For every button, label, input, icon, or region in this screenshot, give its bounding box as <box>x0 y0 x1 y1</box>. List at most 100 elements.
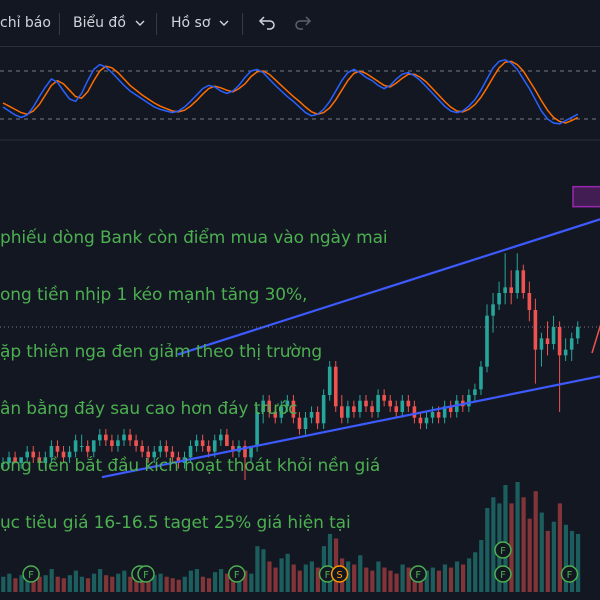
volume-bar <box>479 540 484 592</box>
candle-body <box>7 457 11 463</box>
candle-body <box>164 446 169 452</box>
candle <box>575 321 580 344</box>
candle <box>128 429 132 446</box>
oscillator-k-line <box>2 58 579 125</box>
candle-body <box>430 412 435 418</box>
candle-body <box>85 446 90 452</box>
marker-label: F <box>325 570 331 581</box>
candle-body <box>98 434 102 441</box>
volume-bar <box>442 564 448 592</box>
candle-body <box>19 457 23 463</box>
volume-bar <box>31 578 36 592</box>
volume-bar <box>182 576 187 592</box>
candle <box>412 400 417 424</box>
candle <box>134 434 138 452</box>
candle-body <box>212 440 217 452</box>
volume-bar <box>539 512 544 592</box>
candle <box>400 395 405 418</box>
volume-bar <box>503 485 508 592</box>
volume-bar <box>237 575 242 592</box>
candle <box>333 361 338 412</box>
volume-bar <box>261 549 266 592</box>
volume-bar <box>43 575 48 592</box>
candle-body <box>194 440 199 446</box>
candle-body <box>91 440 96 452</box>
redo-icon[interactable] <box>292 12 314 34</box>
candle <box>104 429 108 446</box>
volume-bar <box>243 570 248 592</box>
volume-bar <box>279 558 284 592</box>
volume-bar <box>315 567 320 592</box>
candle <box>98 429 102 446</box>
volume-bar <box>533 491 538 592</box>
candle <box>388 395 392 412</box>
volume-bar <box>73 570 78 592</box>
price-chart[interactable]: FFFFFSFFFF <box>0 47 600 600</box>
volume-bar <box>19 575 24 592</box>
candle <box>569 332 574 361</box>
candle-body <box>406 400 411 407</box>
volume-bar <box>98 569 103 592</box>
volume-bar <box>267 561 272 592</box>
volume-bar <box>545 530 550 592</box>
candle <box>521 264 526 299</box>
indicators-menu[interactable]: chỉ báo <box>0 0 51 46</box>
candle-body <box>473 389 477 395</box>
volume-bar <box>424 570 429 592</box>
volume-bar <box>219 569 224 592</box>
candle <box>485 304 489 373</box>
toolbar-divider <box>242 13 243 35</box>
candle <box>200 434 205 452</box>
candle <box>309 406 314 424</box>
channel-upper-line <box>177 218 600 356</box>
volume-bar <box>527 518 532 592</box>
candle-body <box>67 451 72 458</box>
candle-body <box>382 395 386 401</box>
candle-body <box>479 366 483 390</box>
candle <box>267 395 271 418</box>
volume-bar <box>333 538 339 592</box>
marker-label: S <box>336 570 342 581</box>
volume-bar <box>134 578 139 592</box>
volume-bar <box>116 573 121 592</box>
candle-body <box>309 412 314 418</box>
volume-bar <box>37 576 42 592</box>
candle-body <box>533 310 538 350</box>
volume-bar <box>575 533 581 592</box>
note-line: phiếu dòng Bank còn điểm mua vào ngày ma… <box>0 228 388 248</box>
candle-body <box>303 417 308 429</box>
candle-body <box>364 400 368 407</box>
candle-body <box>206 446 211 452</box>
undo-icon[interactable] <box>256 12 278 34</box>
candle-body <box>527 293 532 310</box>
candle <box>273 406 278 424</box>
volume-bar <box>521 497 526 592</box>
candle-body <box>352 406 356 412</box>
profile-menu[interactable]: Hồ sơ <box>171 0 229 46</box>
candle-body <box>315 412 320 424</box>
signal-marker-s: S <box>330 565 349 583</box>
top-toolbar: chỉ báo Biểu đồ Hồ sơ <box>0 0 600 47</box>
candle <box>448 400 453 418</box>
volume-bar <box>569 530 575 592</box>
candle <box>225 429 229 446</box>
candle-body <box>176 457 181 463</box>
candle <box>364 395 368 412</box>
candle <box>176 451 181 469</box>
candle <box>67 446 72 463</box>
candle-body <box>79 446 84 447</box>
chart-menu[interactable]: Biểu đồ <box>73 0 145 46</box>
volume-bar <box>200 576 206 592</box>
volume-bar <box>327 533 333 592</box>
candle <box>255 406 259 452</box>
volume-bar <box>297 570 302 592</box>
volume-bar <box>7 573 12 592</box>
volume-bar <box>485 507 490 592</box>
candle <box>261 395 265 424</box>
candle-body <box>200 440 205 446</box>
chevron-down-icon <box>219 20 229 26</box>
candle <box>85 440 90 458</box>
volume-bar <box>454 561 460 592</box>
candle-body <box>134 440 138 446</box>
volume-bar <box>448 567 454 592</box>
